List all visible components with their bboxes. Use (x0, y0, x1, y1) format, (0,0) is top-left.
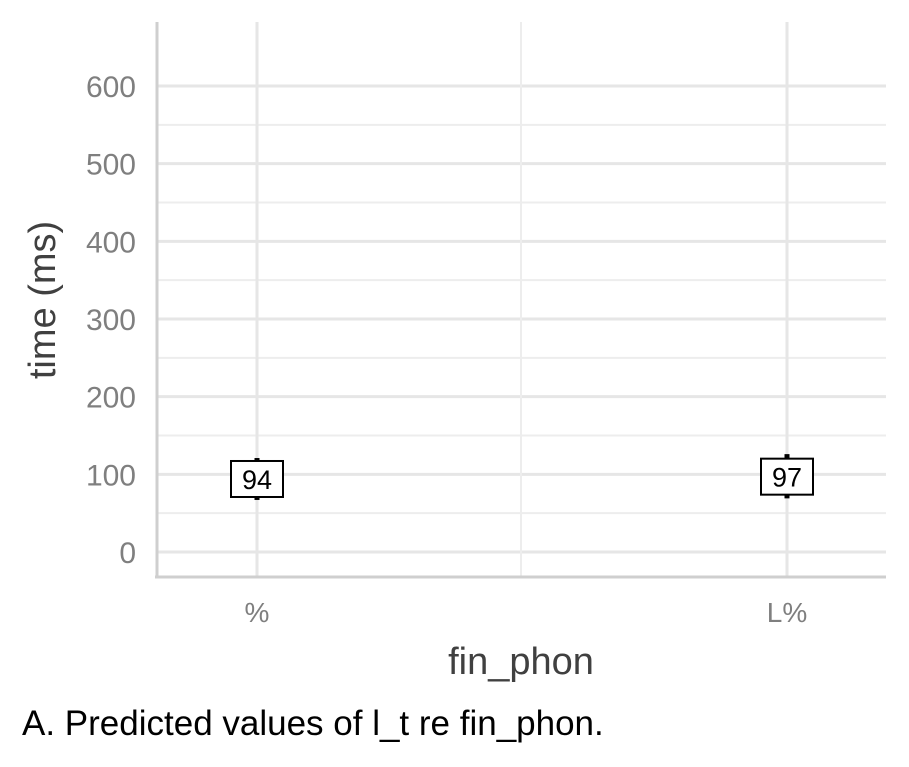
data-label: 97 (772, 463, 802, 493)
x-tick-label: % (245, 597, 270, 628)
x-tick-labels: % L% (245, 597, 808, 628)
y-tick-label: 300 (86, 304, 136, 337)
y-tick-label: 500 (86, 149, 136, 182)
data-point: 97 (760, 454, 814, 499)
x-axis-title: fin_phon (448, 641, 594, 683)
data-label-box (230, 459, 284, 498)
y-tick-label: 100 (86, 459, 136, 492)
grid (157, 22, 886, 577)
y-tick-label: 400 (86, 226, 136, 259)
data-label: 94 (242, 465, 272, 495)
data-points: 94 97 (230, 454, 814, 500)
data-point: 94 (230, 458, 284, 500)
y-tick-label: 0 (119, 537, 136, 570)
x-tick-label: L% (767, 597, 807, 628)
data-label-box (760, 457, 814, 496)
y-tick-label: 600 (86, 71, 136, 104)
y-axis-title: time (ms) (22, 221, 64, 379)
y-tick-label: 200 (86, 382, 136, 415)
chart-caption: A. Predicted values of l_t re fin_phon. (22, 704, 604, 743)
axes (155, 22, 886, 579)
y-tick-labels: 0 100 200 300 400 500 600 (86, 71, 136, 570)
